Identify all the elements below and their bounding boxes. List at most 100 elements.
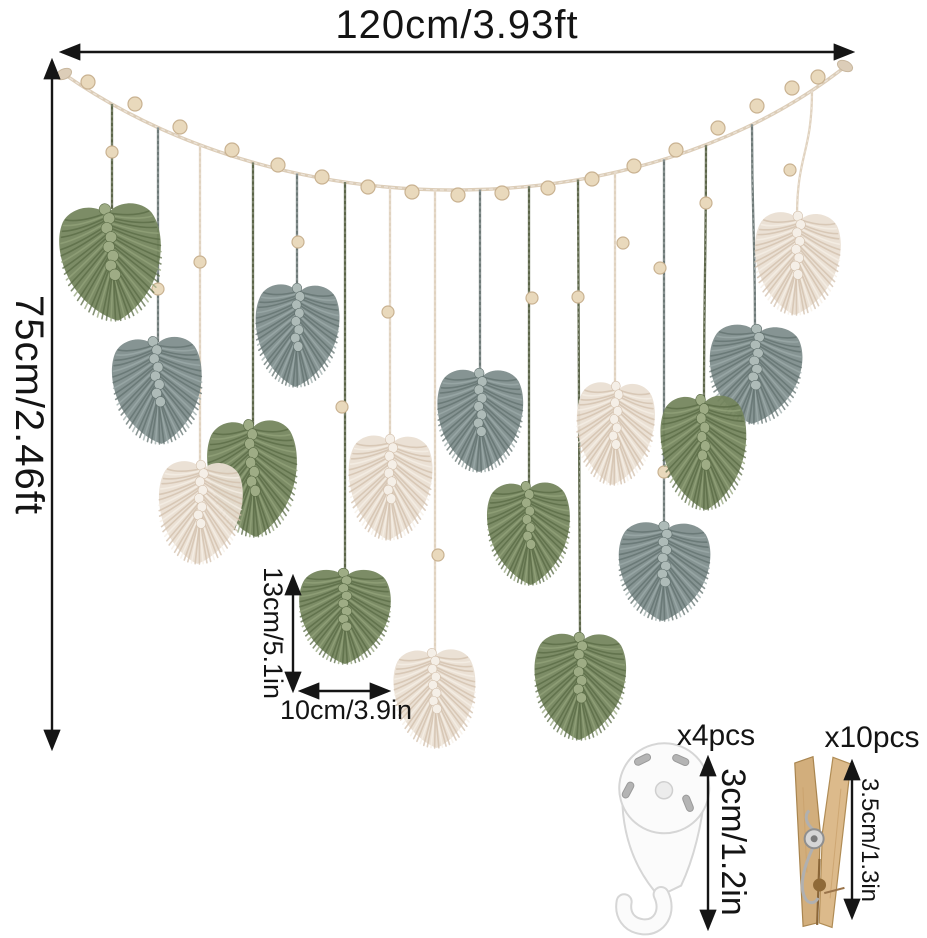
- leaf-fringe-strand: [702, 433, 743, 476]
- string-twist-texture: [751, 124, 756, 331]
- wooden-bead: [810, 69, 826, 85]
- nail-pin: [621, 781, 635, 799]
- leaf-fringe-strand: [390, 450, 432, 468]
- leaf-fringe-strand: [260, 292, 300, 299]
- leaf-fringe-strand: [296, 315, 335, 354]
- leaf-fringe-strand: [615, 401, 655, 426]
- leaf-fringe-strand: [158, 487, 203, 517]
- wooden-bead: [381, 305, 395, 319]
- leaf-fringe-strand: [352, 445, 393, 455]
- leaf-fringe-strand: [201, 475, 243, 494]
- leaf-fringe-strand: [528, 544, 534, 586]
- wooden-bead: [270, 157, 286, 173]
- clothespin-illustration: [794, 755, 852, 929]
- leaf-fringe-strand: [580, 392, 618, 401]
- leaf-fringe-strand: [395, 658, 435, 670]
- clothespin-right-prong: [818, 756, 852, 929]
- leaf-fringe-strand: [388, 498, 392, 541]
- leaf-fringe-strand: [296, 317, 333, 359]
- leaf-fringe-strand: [579, 665, 622, 705]
- leaf-fringe-strand: [154, 354, 202, 372]
- wooden-bead: [224, 142, 240, 158]
- leaf-fringe-strand: [663, 554, 704, 594]
- leaf-fringe-strand: [250, 442, 298, 466]
- leaf-height-label: 13cm/5.1in: [258, 567, 288, 699]
- leaf-fringe-strand: [616, 396, 655, 415]
- leaf-fringe-strand: [404, 686, 436, 730]
- leaf-fringe-strand: [304, 576, 346, 584]
- leaf-spine-knot: [108, 268, 121, 281]
- leaf-fringe-strand: [701, 416, 747, 441]
- macrame-leaf-cream: [158, 459, 243, 565]
- leaf-fringe-strand: [211, 429, 252, 440]
- wooden-bead: [80, 74, 96, 90]
- leaf-fringe-strand: [251, 458, 294, 502]
- leaf-fringe-strand: [113, 362, 157, 395]
- leaf-fringe-strand: [61, 229, 110, 263]
- wooden-bead: [335, 400, 349, 414]
- clothespin-hole: [813, 878, 827, 892]
- total-height-label: 75cm/2.46ft: [7, 295, 51, 515]
- pin-count-label: x10pcs: [824, 721, 919, 754]
- wood-grain: [829, 788, 842, 899]
- macrame-garland-artwork: [55, 59, 854, 749]
- leaf-fringe-strand: [615, 415, 649, 458]
- leaf-fringe-strand: [613, 444, 616, 486]
- leaf-fringe-strand: [433, 663, 475, 678]
- wooden-bead: [105, 145, 119, 159]
- leaf-fringe-strand: [490, 490, 529, 499]
- leaf-fringe-strand: [433, 665, 476, 683]
- leaf-fringe-strand: [353, 443, 393, 451]
- leaf-fringe-strand: [344, 586, 391, 608]
- leaf-fringe-strand: [539, 641, 582, 650]
- leaf-spine-knot: [293, 341, 304, 352]
- leaf-fringe-strand: [661, 422, 704, 456]
- leaf-fringe-strand: [756, 343, 802, 369]
- leaf-fringe-strand: [107, 226, 162, 247]
- leaf-fringe-strand: [107, 223, 161, 241]
- wooden-bead: [450, 187, 466, 203]
- macrame-leaf-cream: [754, 210, 841, 316]
- leaf-fringe-strand: [576, 406, 618, 433]
- leaf-fringe-strand: [297, 298, 339, 317]
- leaf-fringe-strand: [758, 222, 800, 231]
- leaf-spine-knot: [700, 458, 712, 471]
- wooden-bead: [616, 236, 630, 250]
- macrame-leaf-green: [59, 203, 162, 322]
- leaf-spine-knot: [341, 621, 353, 632]
- leaf-fringe-strand: [702, 430, 744, 470]
- leaf-fringe-strand: [479, 388, 524, 412]
- macrame-leaf-grey: [709, 323, 803, 425]
- leaf-spine-knot: [249, 484, 261, 497]
- wooden-bead: [404, 184, 420, 200]
- leaf-fringe-strand: [576, 408, 618, 439]
- leaf-fringe-strand: [479, 400, 519, 439]
- leaf-fringe-strand: [754, 238, 800, 268]
- leaf-fringe-strand: [583, 421, 617, 463]
- leaf-fringe-strand: [344, 584, 391, 603]
- leaf-fringe-strand: [301, 580, 346, 593]
- leaf-fringe-strand: [760, 220, 800, 227]
- macrame-leaf-cream: [393, 647, 476, 749]
- leaf-fringe-strand: [250, 439, 297, 459]
- nail-pin: [634, 753, 652, 766]
- leaf-fringe-strand: [489, 492, 529, 504]
- leaf-fringe-strand: [618, 545, 666, 572]
- leaf-fringe-strand: [251, 455, 295, 496]
- leaf-fringe-strand: [154, 352, 201, 367]
- leaf-fringe-strand: [615, 413, 650, 453]
- leaf-fringe-strand: [389, 469, 426, 511]
- leaf-fringe-strand: [439, 381, 482, 394]
- string-twist-texture: [796, 90, 813, 218]
- leaf-fringe-strand: [208, 434, 252, 452]
- leaf-fringe-strand: [579, 668, 620, 710]
- leaf-fringe-strand: [200, 478, 243, 500]
- macrame-leaf-grey: [111, 336, 203, 445]
- leaf-fringe-strand: [62, 213, 108, 227]
- leaf-fringe-strand: [701, 411, 746, 428]
- leaf-fringe-strand: [255, 308, 299, 336]
- leaf-fringe-strand: [114, 347, 156, 362]
- leaf-width-label: 10cm/3.9in: [280, 695, 412, 725]
- leaf-spine-knot: [155, 396, 166, 408]
- leaf-fringe-strand: [200, 492, 238, 532]
